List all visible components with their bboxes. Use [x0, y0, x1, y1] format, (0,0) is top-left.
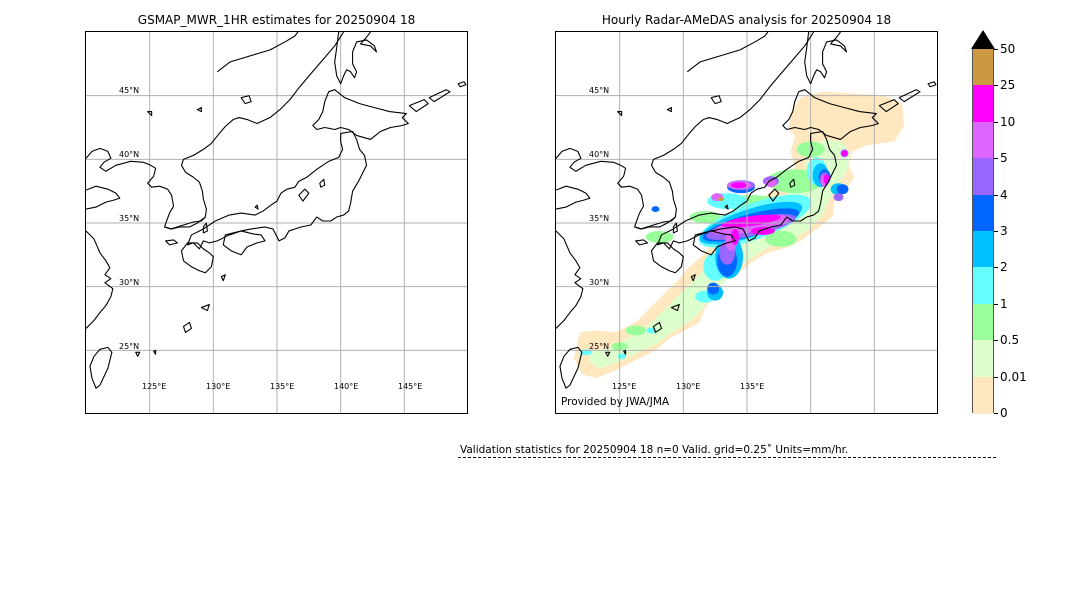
gsmap-map: 45°N 40°N 35°N 30°N 25°N 125°E 130°E 135… — [85, 31, 468, 414]
lat-label-40: 40°N — [119, 150, 140, 159]
data-credit: Provided by JWA/JMA — [561, 396, 670, 408]
lon-label-135: 135°E — [270, 382, 295, 391]
lon-label-135: 135°E — [740, 382, 765, 391]
coastlines — [86, 32, 467, 389]
colorbar-extend-triangle — [971, 30, 995, 49]
colorbar-segment — [973, 340, 993, 378]
colorbar-tick — [994, 231, 998, 232]
radar-map: 45°N 40°N 35°N 30°N 25°N 125°E 130°E 135… — [555, 31, 938, 414]
colorbar-tick-label: 1 — [1000, 296, 1008, 311]
lat-label-30: 30°N — [119, 278, 140, 287]
colorbar-tick-label: 25 — [1000, 78, 1016, 93]
lon-label-145: 145°E — [398, 382, 423, 391]
colorbar-segment — [973, 376, 993, 414]
colorbar-segment — [973, 194, 993, 232]
colorbar-tick — [994, 376, 998, 378]
lon-label-130: 130°E — [676, 382, 701, 391]
lat-label-35: 35°N — [119, 214, 140, 223]
graticule — [86, 32, 467, 413]
lat-label-30: 30°N — [589, 278, 610, 287]
gsmap-title: GSMAP_MWR_1HR estimates for 20250904 18 — [137, 13, 416, 27]
colorbar-segment — [973, 85, 993, 123]
radar-title: Hourly Radar-AMeDAS analysis for 2025090… — [601, 13, 892, 27]
colorbar-tick — [994, 194, 998, 196]
colorbar-tick-label: 2 — [1000, 260, 1008, 275]
colorbar-tick — [994, 340, 998, 342]
colorbar-segment — [973, 303, 993, 342]
colorbar-tick-label: 3 — [1000, 224, 1008, 238]
lat-label-45: 45°N — [589, 86, 610, 95]
lon-label-125: 125°E — [612, 382, 637, 391]
colorbar-tick — [994, 413, 998, 414]
precip-field — [573, 91, 905, 379]
colorbar-segment — [973, 231, 993, 269]
lat-label-25: 25°N — [119, 342, 140, 351]
lon-label-130: 130°E — [206, 382, 231, 391]
coastlines — [556, 32, 937, 389]
colorbar-tick-label: 0 — [1000, 406, 1008, 420]
lat-label-25: 25°N — [589, 342, 610, 351]
colorbar-tick-label: 10 — [1000, 114, 1016, 129]
colorbar-tick-label: 5 — [1000, 151, 1008, 166]
colorbar-tick-label: 0.5 — [1000, 333, 1020, 348]
colorbar-tick — [994, 121, 998, 123]
colorbar-segment — [973, 158, 993, 196]
colorbar-segment — [973, 121, 993, 160]
radar-map-canvas — [556, 32, 937, 413]
colorbar-tick-label: 0.01 — [1000, 369, 1027, 384]
colorbar-tick — [994, 49, 998, 50]
lon-label-140: 140°E — [334, 382, 359, 391]
lon-label-125: 125°E — [142, 382, 167, 391]
colorbar-segment — [973, 267, 993, 305]
lat-label-35: 35°N — [589, 214, 610, 223]
graticule — [556, 32, 937, 413]
validation-statistics: Validation statistics for 20250904 18 n=… — [460, 444, 849, 456]
colorbar — [972, 49, 994, 414]
colorbar-tick — [994, 267, 998, 269]
colorbar-tick-label: 4 — [1000, 187, 1008, 202]
colorbar-tick — [994, 303, 998, 305]
colorbar-segment — [973, 49, 993, 87]
gsmap-map-canvas — [86, 32, 467, 413]
validation-divider — [458, 457, 996, 458]
lat-label-40: 40°N — [589, 150, 610, 159]
lat-label-45: 45°N — [119, 86, 140, 95]
colorbar-tick — [994, 158, 998, 160]
colorbar-tick — [994, 85, 998, 87]
colorbar-tick-label: 50 — [1000, 42, 1016, 56]
